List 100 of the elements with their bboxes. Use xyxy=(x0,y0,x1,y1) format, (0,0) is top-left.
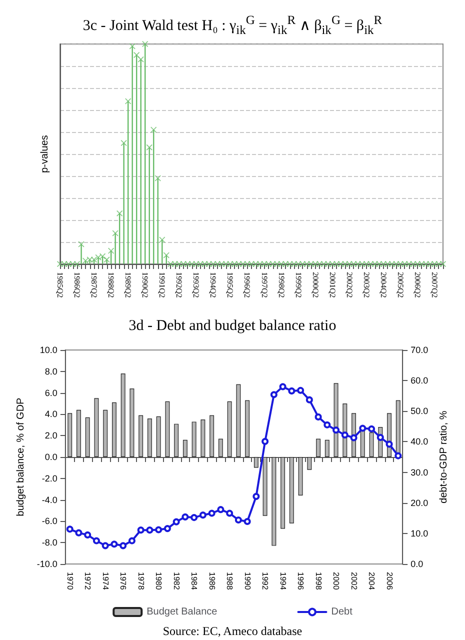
point xyxy=(306,396,313,404)
point xyxy=(164,525,171,532)
x-tick-label: 2002Q2 xyxy=(344,272,354,298)
x-tick-label: 1992 xyxy=(260,572,270,590)
x-tick-label: 2007Q2 xyxy=(430,272,439,298)
y-tick-label: -6.0 xyxy=(42,516,58,526)
x-tick-label: 2001Q2 xyxy=(328,272,337,298)
bar xyxy=(156,416,161,457)
bar xyxy=(76,410,81,457)
point xyxy=(376,434,384,441)
y2-axis-title: debt-to-GDP ratio, % xyxy=(438,410,450,504)
bar xyxy=(280,457,286,529)
point xyxy=(288,387,296,394)
y-tick-label: 10.0 xyxy=(40,345,58,355)
bar xyxy=(334,383,338,457)
point xyxy=(262,438,269,445)
bar xyxy=(254,457,258,468)
point xyxy=(137,526,144,534)
bar xyxy=(165,401,170,457)
x-tick-label: 1978 xyxy=(136,572,146,590)
bar xyxy=(138,415,144,457)
point xyxy=(324,421,331,428)
y-tick-label: 2.0 xyxy=(44,430,58,441)
x-tick-label: 2003Q2 xyxy=(362,272,371,298)
bar xyxy=(316,438,321,457)
y2-tick-label: 10.0 xyxy=(410,528,428,538)
y2-tick-label: 30.0 xyxy=(410,467,428,478)
chart-title: 3d - Debt and budget balance ratio xyxy=(128,317,338,336)
point xyxy=(66,526,74,533)
x-tick-label: 1994Q2 xyxy=(208,272,218,298)
y2-tick-label: 40.0 xyxy=(410,436,428,447)
bar xyxy=(120,374,126,457)
x-tick-label: 1992Q2 xyxy=(174,272,184,298)
x-tick-label: 1982 xyxy=(172,572,181,590)
x-tick-label: 2006 xyxy=(384,572,394,590)
x-tick-label: 1998 xyxy=(314,572,323,590)
source-note: Source: EC, Ameco database xyxy=(162,624,304,639)
bar xyxy=(182,440,188,457)
y-tick-label: 8.0 xyxy=(44,366,58,376)
y-axis-title: budget balance, % of GDP xyxy=(16,397,26,516)
bar xyxy=(85,417,90,457)
bar xyxy=(112,402,116,457)
point xyxy=(146,526,154,534)
bar xyxy=(369,432,374,457)
bar xyxy=(200,420,206,457)
point xyxy=(110,540,118,548)
bar xyxy=(245,400,250,457)
point xyxy=(217,506,224,514)
bar xyxy=(324,440,330,457)
x-tick-label: 2005Q2 xyxy=(396,272,405,298)
y-tick-label: -10.0 xyxy=(36,559,58,569)
bar xyxy=(68,413,72,457)
point xyxy=(120,542,127,550)
y-tick-label: -8.0 xyxy=(42,538,58,548)
x-tick-label: 1994 xyxy=(278,572,288,590)
x-tick-label: 1996 xyxy=(296,572,306,590)
bar xyxy=(262,457,268,516)
point xyxy=(234,516,242,524)
x-tick-label: 2004Q2 xyxy=(378,272,388,298)
bar xyxy=(192,422,196,457)
y2-tick-label: 20.0 xyxy=(410,498,428,508)
point xyxy=(182,513,189,520)
point xyxy=(75,529,82,536)
x-tick-label: 2004 xyxy=(367,572,376,590)
bar xyxy=(94,398,99,457)
point xyxy=(190,514,198,522)
x-tick-label: 1976 xyxy=(118,572,128,590)
y-tick-label: -2.0 xyxy=(42,473,58,484)
y-axis-title: p-values xyxy=(40,135,50,173)
y-tick-label: 0.0 xyxy=(44,452,58,462)
x-tick-label: 1985Q2 xyxy=(56,272,64,298)
bar xyxy=(210,415,214,457)
point xyxy=(279,383,286,390)
point xyxy=(368,425,376,432)
x-tick-label: 1991Q2 xyxy=(158,272,167,298)
bar xyxy=(289,457,294,524)
point xyxy=(270,391,278,398)
x-tick-label: 1986Q2 xyxy=(72,272,82,298)
point xyxy=(102,542,109,550)
x-tick-label: 1986 xyxy=(207,572,216,590)
point xyxy=(155,526,162,534)
x-tick-label: 1989Q2 xyxy=(124,272,133,298)
y-tick-label: 6.0 xyxy=(44,388,58,398)
point xyxy=(252,492,260,500)
x-tick-label: 1996Q2 xyxy=(242,272,252,298)
x-tick-label: 1990 xyxy=(242,572,252,590)
bar xyxy=(147,418,152,457)
y2-tick-label: 60.0 xyxy=(410,376,428,386)
point xyxy=(92,537,100,544)
bar xyxy=(307,457,312,470)
y-tick-label: 4.0 xyxy=(44,409,58,420)
point xyxy=(386,440,393,448)
bar xyxy=(174,424,179,457)
bar xyxy=(236,384,241,457)
y2-tick-label: 50.0 xyxy=(410,406,428,416)
point xyxy=(341,431,348,438)
x-tick-label: 1987Q2 xyxy=(90,272,99,298)
x-tick-label: 1972 xyxy=(83,572,92,590)
x-tick-label: 1984 xyxy=(190,572,199,590)
bar xyxy=(272,457,276,546)
